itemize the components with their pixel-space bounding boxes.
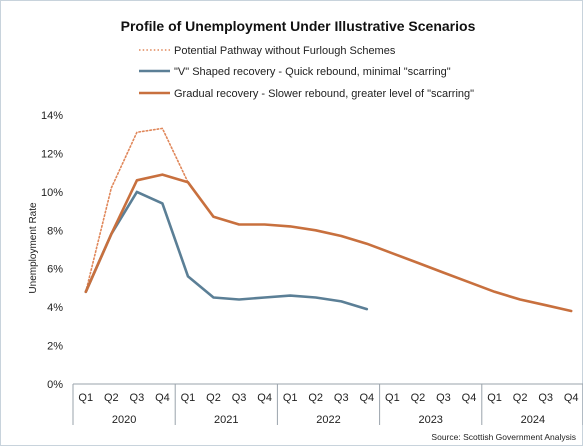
x-tick-label: Q3 (130, 392, 145, 404)
x-tick-label: Q1 (487, 392, 502, 404)
year-label: 2024 (521, 414, 545, 426)
y-tick-label: 14% (41, 110, 63, 122)
series-line-1 (85, 127, 189, 293)
year-label: 2020 (112, 414, 136, 426)
y-tick-label: 8% (47, 225, 63, 237)
x-tick-label: Q3 (232, 392, 247, 404)
legend-label: Gradual recovery - Slower rebound, great… (174, 88, 474, 100)
x-tick-label: Q4 (359, 392, 374, 404)
series-group (84, 127, 573, 313)
source-note: Source: Scottish Government Analysis (431, 432, 576, 442)
x-tick-label: Q3 (538, 392, 553, 404)
series-line-2 (84, 190, 369, 311)
y-tick-label: 10% (41, 187, 63, 199)
x-tick-label: Q2 (513, 392, 528, 404)
x-tick-label: Q2 (206, 392, 221, 404)
legend-label: Potential Pathway without Furlough Schem… (174, 45, 396, 57)
x-axis: Q1 Q2 Q3 Q4 Q1 Q2 Q3 Q4 Q1 Q2 Q3 Q4 Q1 Q2 Q3 Q4 Q1 Q2 Q3 Q4… (72, 383, 583, 426)
x-tick-label: Q1 (385, 392, 400, 404)
x-tick-label: Q1 (283, 392, 298, 404)
y-tick-label: 12% (41, 148, 63, 160)
y-tick-label: 4% (47, 302, 63, 314)
legend: Potential Pathway without Furlough Schem… (139, 45, 474, 100)
x-tick-label: Q2 (308, 392, 323, 404)
x-tick-label: Q1 (181, 392, 196, 404)
series-line-3 (84, 173, 573, 313)
x-tick-label: Q2 (411, 392, 426, 404)
year-label: 2023 (418, 414, 442, 426)
x-tick-label: Q4 (257, 392, 272, 404)
y-axis-label: Unemployment Rate (28, 202, 39, 294)
x-tick-label: Q4 (462, 392, 477, 404)
x-tick-label: Q1 (78, 392, 93, 404)
x-tick-label: Q3 (436, 392, 451, 404)
y-tick-label: 0% (47, 379, 63, 391)
x-tick-label: Q4 (155, 392, 170, 404)
x-tick-label: Q2 (104, 392, 119, 404)
chart-title: Profile of Unemployment Under Illustrati… (121, 18, 476, 34)
y-tick-label: 2% (47, 341, 63, 353)
year-label: 2022 (316, 414, 340, 426)
year-label: 2021 (214, 414, 238, 426)
x-tick-label: Q4 (564, 392, 579, 404)
y-axis: 0% 2% 4% 6% 8% 10% 12% 14% (41, 110, 63, 391)
y-tick-label: 6% (47, 264, 63, 276)
x-tick-label: Q3 (334, 392, 349, 404)
legend-label: "V" Shaped recovery - Quick rebound, min… (174, 66, 451, 78)
